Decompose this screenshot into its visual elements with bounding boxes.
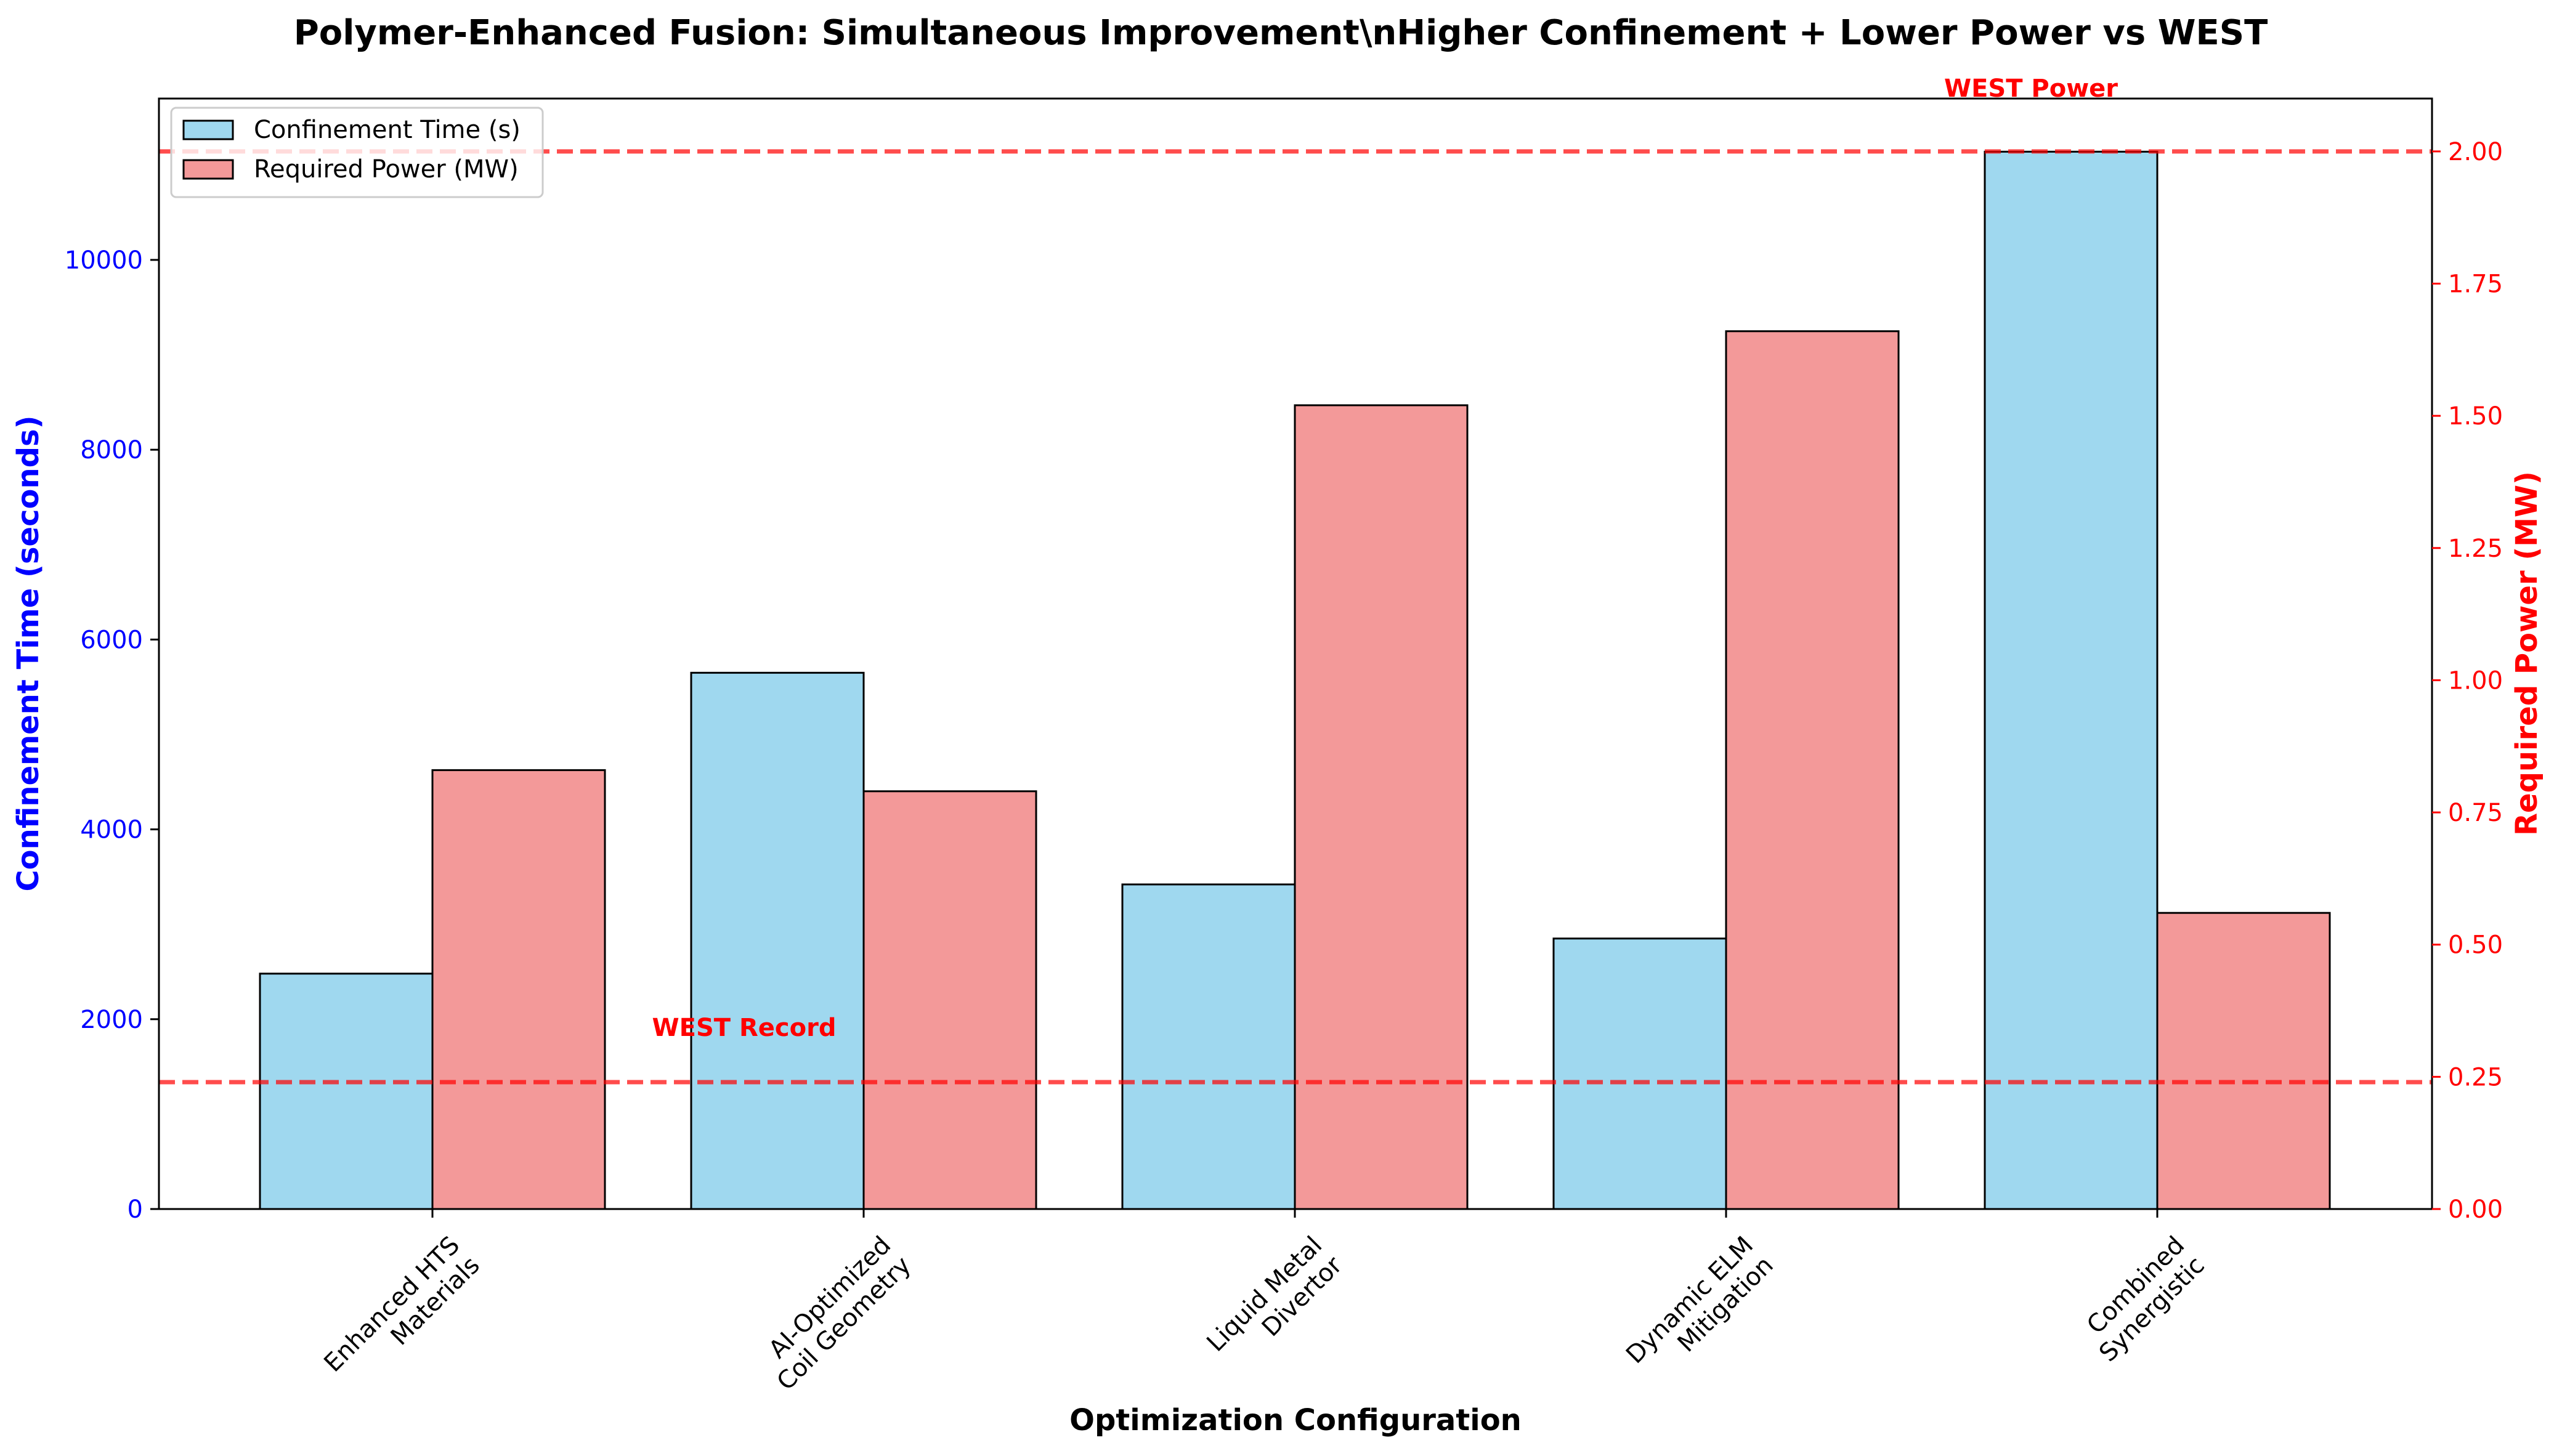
x-tick-label-2: Liquid MetalDivertor	[1201, 1231, 1348, 1377]
x-tick-label-3: Dynamic ELMMitigation	[1621, 1231, 1779, 1389]
bar-power-1	[862, 790, 1037, 1210]
right-tick-label-7: 1.75	[2448, 270, 2503, 299]
right-tick-label-6: 1.50	[2448, 402, 2503, 431]
bar-confinement-0	[259, 973, 434, 1210]
legend-box	[170, 107, 544, 198]
right-tick-label-4: 1.00	[2448, 666, 2503, 695]
left-tick-label-0: 0	[128, 1195, 143, 1224]
y-axis-right-title: Required Power (MW)	[2510, 471, 2544, 836]
bar-confinement-4	[1984, 150, 2159, 1210]
left-tick-label-2: 4000	[80, 816, 143, 844]
right-tick-label-3: 0.75	[2448, 799, 2503, 827]
left-tick-label-1: 2000	[80, 1006, 143, 1034]
right-tick-label-1: 0.25	[2448, 1063, 2503, 1091]
chart-title: Polymer-Enhanced Fusion: Simultaneous Im…	[294, 13, 2268, 53]
x-axis-title: Optimization Configuration	[1069, 1403, 1522, 1438]
legend-label-0: Confinement Time (s)	[254, 116, 521, 144]
bar-confinement-2	[1121, 883, 1296, 1210]
bars-layer	[259, 150, 2331, 1210]
left-tick-label-5: 10000	[65, 246, 143, 275]
annotation-west-record: WEST Record	[652, 1014, 837, 1042]
right-axis: 0.00 0.25 0.50 0.75 1.00 1.25 1.50 1.75 2.00	[2432, 138, 2503, 1224]
left-tick-label-3: 6000	[80, 626, 143, 654]
left-tick-label-4: 8000	[80, 436, 143, 464]
legend-label-1: Required Power (MW)	[254, 155, 519, 184]
legend-swatch-0	[182, 119, 234, 140]
legend-swatch-1	[182, 159, 234, 180]
x-axis: Enhanced HTSMaterials AI-OptimizedCoil Ge…	[318, 1209, 2210, 1397]
bar-power-3	[1725, 330, 1900, 1210]
x-tick-label-1: AI-OptimizedCoil Geometry	[752, 1231, 917, 1396]
left-axis: 0 2000 4000 6000 8000 10000	[65, 246, 159, 1224]
right-tick-label-5: 1.25	[2448, 535, 2503, 563]
right-tick-label-8: 2.00	[2448, 138, 2503, 166]
bar-power-2	[1294, 404, 1469, 1210]
y-axis-left-title: Confinement Time (seconds)	[11, 415, 46, 891]
bar-confinement-1	[690, 671, 865, 1210]
x-tick-label-4: CombinedSynergistic	[2074, 1231, 2210, 1367]
bar-confinement-3	[1552, 937, 1727, 1210]
right-tick-label-0: 0.00	[2448, 1195, 2503, 1224]
right-tick-label-2: 0.50	[2448, 931, 2503, 960]
legend: Confinement Time (s) Required Power (MW)	[170, 107, 544, 198]
bar-power-4	[2156, 912, 2331, 1210]
bar-power-0	[431, 769, 606, 1210]
x-tick-label-0: Enhanced HTSMaterials	[318, 1231, 485, 1397]
